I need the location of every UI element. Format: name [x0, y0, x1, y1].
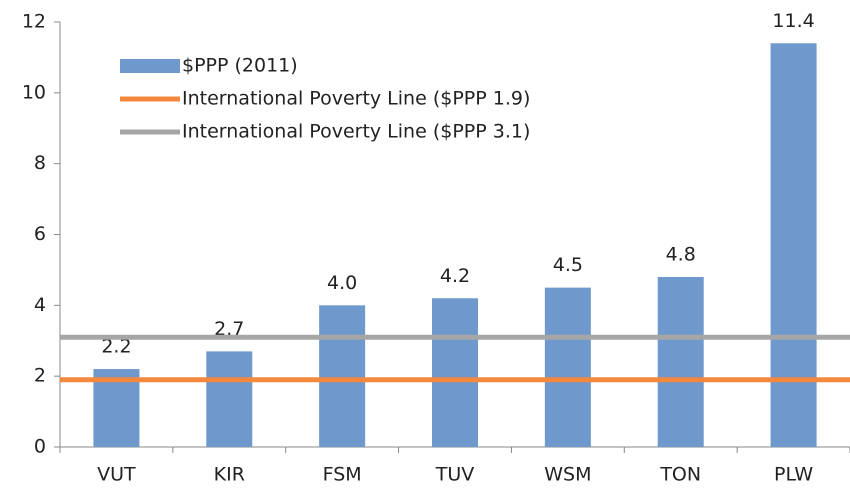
- bar: [432, 298, 478, 447]
- data-label: 4.8: [666, 244, 696, 266]
- data-label: 4.5: [553, 254, 583, 276]
- y-tick-label: 8: [34, 152, 46, 174]
- data-label: 2.7: [214, 318, 244, 340]
- x-tick-label: KIR: [214, 464, 245, 486]
- y-tick-label: 10: [22, 81, 46, 103]
- data-label: 4.2: [440, 265, 470, 287]
- y-tick-label: 4: [34, 294, 46, 316]
- data-label: 4.0: [327, 272, 357, 294]
- legend-label: $PPP (2011): [182, 55, 298, 77]
- y-tick-label: 6: [34, 223, 46, 245]
- bar: [206, 351, 253, 447]
- x-tick-label: VUT: [97, 464, 136, 486]
- y-tick-label: 12: [22, 11, 46, 33]
- x-tick-label: TON: [659, 464, 701, 486]
- y-tick-label: 2: [34, 365, 46, 387]
- data-label: 2.2: [101, 336, 131, 358]
- bar: [544, 287, 591, 447]
- legend-swatch: [120, 59, 180, 73]
- y-tick-label: 0: [34, 436, 46, 458]
- bar: [319, 305, 366, 447]
- bar: [657, 277, 704, 447]
- legend-label: International Poverty Line ($PPP 1.9): [182, 88, 530, 110]
- data-label: 11.4: [772, 10, 814, 32]
- x-tick-label: WSM: [544, 464, 591, 486]
- x-tick-label: FSM: [323, 464, 362, 486]
- x-tick-label: PLW: [774, 464, 813, 486]
- legend-label: International Poverty Line ($PPP 3.1): [182, 121, 530, 143]
- x-tick-label: TUV: [435, 464, 475, 486]
- bar: [770, 43, 817, 447]
